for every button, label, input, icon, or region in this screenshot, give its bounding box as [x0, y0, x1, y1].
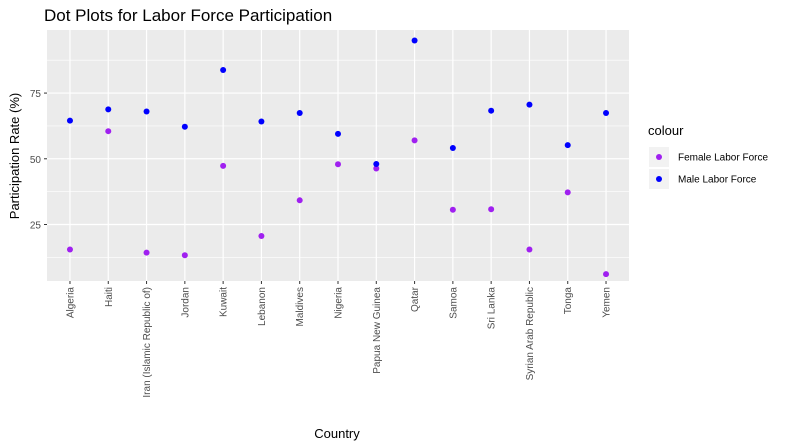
- data-point: [449, 206, 456, 213]
- data-point: [296, 197, 303, 204]
- data-point: [66, 117, 73, 124]
- x-tick-label: Yemen: [602, 287, 613, 318]
- y-tick-label: 75: [30, 89, 42, 100]
- x-tick-label: Syrian Arab Republic: [525, 287, 536, 380]
- x-tick-label: Lebanon: [257, 287, 268, 326]
- data-point: [105, 106, 112, 113]
- data-point: [335, 161, 341, 168]
- data-point: [66, 246, 73, 253]
- x-tick-label: Papua New Guinea: [372, 287, 383, 374]
- data-point: [105, 128, 112, 135]
- x-tick-label: Haiti: [104, 287, 115, 307]
- data-point: [564, 189, 571, 196]
- x-tick-label: Nigeria: [334, 287, 345, 319]
- data-point: [220, 162, 227, 169]
- x-tick-label: Kuwait: [219, 287, 230, 317]
- y-axis: 25 50 75: [30, 89, 47, 231]
- data-point: [564, 142, 571, 149]
- legend-label: Male Labor Force: [678, 175, 757, 186]
- data-point: [373, 161, 380, 168]
- x-axis: Algeria Haiti Iran (Islamic Republic of) Jo…: [65, 281, 613, 398]
- x-tick-label: Sri Lanka: [487, 287, 498, 330]
- data-point: [143, 108, 150, 115]
- legend-title: colour: [648, 123, 684, 138]
- y-tick-label: 25: [30, 220, 42, 231]
- data-point: [373, 165, 380, 172]
- data-point: [411, 137, 418, 144]
- data-point: [181, 252, 188, 259]
- data-point: [488, 206, 495, 213]
- x-tick-label: Samoa: [448, 287, 459, 319]
- data-point: [181, 123, 188, 130]
- legend-marker: [656, 176, 662, 182]
- x-tick-label: Algeria: [65, 287, 76, 319]
- data-point: [411, 37, 418, 44]
- x-tick-label: Tonga: [563, 287, 574, 315]
- data-point: [258, 118, 265, 125]
- grid-major: [47, 30, 629, 281]
- x-tick-label: Qatar: [410, 286, 421, 312]
- y-tick-label: 50: [30, 155, 42, 166]
- x-tick-label: Jordan: [180, 287, 191, 318]
- data-points: [66, 37, 610, 278]
- y-axis-title: Participation Rate (%): [7, 93, 22, 219]
- data-point: [220, 66, 227, 73]
- data-point: [488, 107, 495, 114]
- data-point: [258, 233, 265, 240]
- legend-label: Female Labor Force: [678, 153, 768, 164]
- data-point: [296, 110, 303, 117]
- data-point: [335, 130, 341, 137]
- legend-marker: [656, 154, 662, 160]
- data-point: [526, 246, 533, 253]
- data-point: [143, 249, 150, 256]
- x-tick-label: Iran (Islamic Republic of): [142, 287, 153, 398]
- data-point: [526, 101, 533, 108]
- data-point: [603, 110, 610, 117]
- legend: colour Female Labor Force Male Labor Forc…: [648, 123, 768, 189]
- x-tick-label: Maldives: [295, 287, 306, 326]
- data-point: [603, 271, 610, 278]
- chart-title: Dot Plots for Labor Force Participation: [44, 6, 332, 25]
- data-point: [449, 145, 456, 152]
- x-axis-title: Country: [314, 426, 360, 441]
